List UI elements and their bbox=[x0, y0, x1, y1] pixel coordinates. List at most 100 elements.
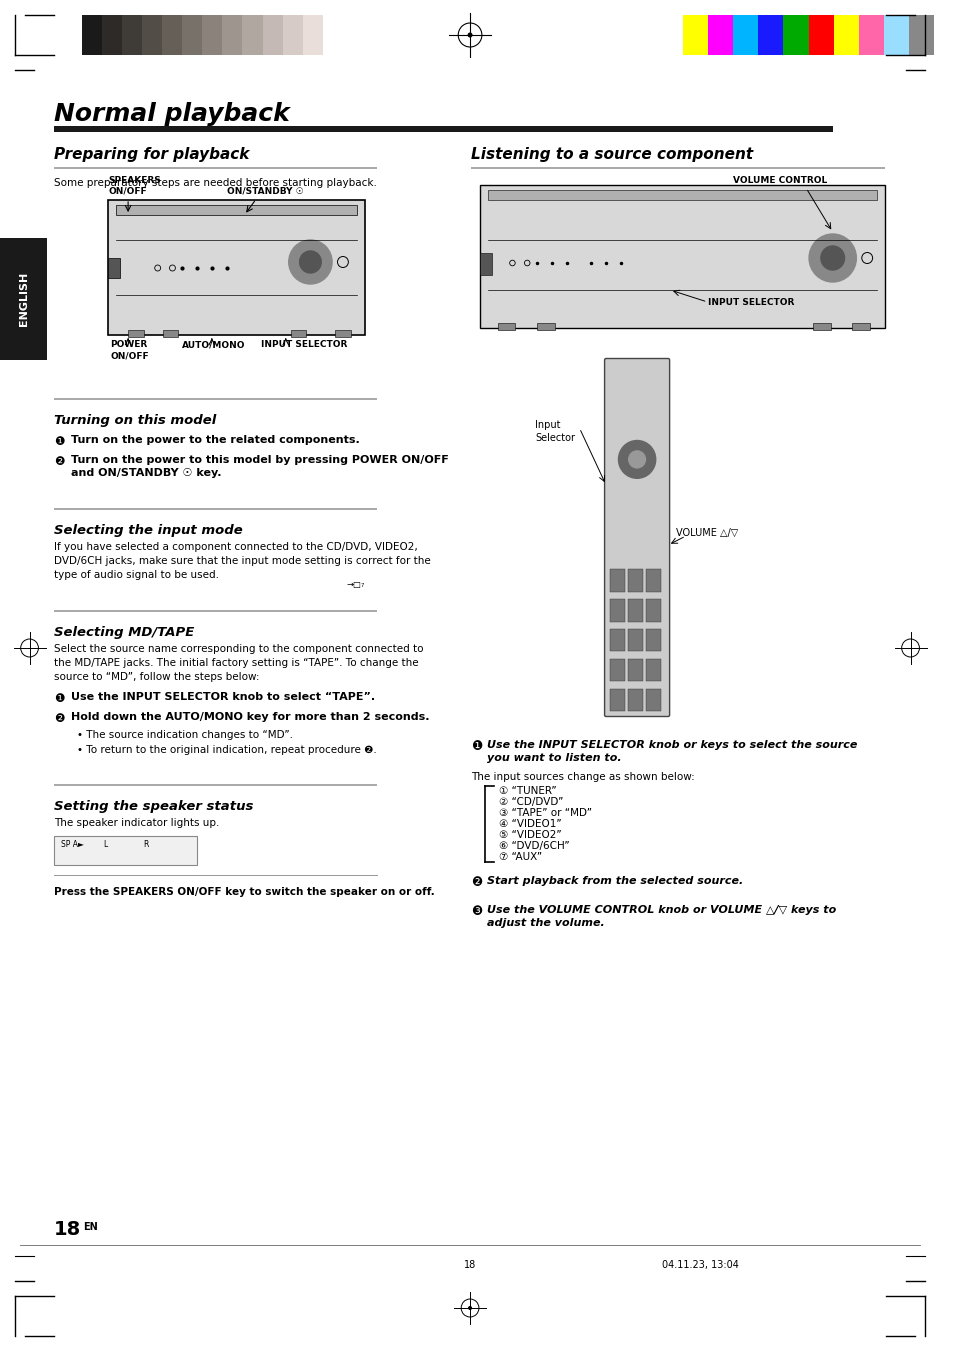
Bar bbox=[122, 15, 142, 55]
Bar bbox=[102, 15, 122, 55]
Bar bbox=[54, 166, 377, 169]
Bar bbox=[627, 659, 642, 681]
Text: ❶: ❶ bbox=[54, 692, 65, 705]
Text: INPUT SELECTOR: INPUT SELECTOR bbox=[707, 299, 793, 307]
Bar bbox=[162, 15, 182, 55]
Bar bbox=[609, 630, 624, 651]
Text: →□₇: →□₇ bbox=[347, 580, 365, 589]
Bar bbox=[262, 15, 282, 55]
Text: ⑤ “VIDEO2”: ⑤ “VIDEO2” bbox=[498, 830, 560, 840]
Bar bbox=[497, 323, 515, 330]
Circle shape bbox=[289, 240, 332, 284]
Text: Some preparatory steps are needed before starting playback.: Some preparatory steps are needed before… bbox=[54, 178, 376, 188]
Bar bbox=[54, 397, 377, 400]
Bar bbox=[479, 253, 491, 276]
Text: Normal playback: Normal playback bbox=[54, 101, 290, 126]
Bar bbox=[808, 15, 833, 55]
Bar bbox=[82, 15, 102, 55]
Bar bbox=[54, 126, 832, 132]
Text: ON/STANDBY ☉: ON/STANDBY ☉ bbox=[227, 186, 303, 196]
Bar bbox=[537, 323, 555, 330]
Text: POWER
ON/OFF: POWER ON/OFF bbox=[111, 340, 149, 361]
Text: ❸: ❸ bbox=[471, 905, 482, 917]
Bar bbox=[852, 323, 869, 330]
Bar bbox=[335, 330, 351, 336]
Text: Setting the speaker status: Setting the speaker status bbox=[54, 800, 253, 813]
Text: ① “TUNER”: ① “TUNER” bbox=[498, 786, 556, 797]
Bar bbox=[242, 15, 262, 55]
Bar bbox=[116, 205, 356, 215]
Text: VOLUME CONTROL: VOLUME CONTROL bbox=[733, 176, 827, 185]
Text: • To return to the original indication, repeat procedure ❷.: • To return to the original indication, … bbox=[77, 744, 376, 755]
Bar bbox=[471, 166, 884, 169]
Bar bbox=[202, 15, 222, 55]
Text: ❷: ❷ bbox=[54, 455, 65, 467]
Bar bbox=[908, 15, 933, 55]
Circle shape bbox=[628, 451, 645, 467]
Bar bbox=[858, 15, 883, 55]
Bar bbox=[609, 600, 624, 621]
Text: ⑦ “AUX”: ⑦ “AUX” bbox=[498, 851, 541, 862]
Text: ❶: ❶ bbox=[471, 740, 482, 753]
Bar bbox=[162, 330, 178, 336]
Text: • The source indication changes to “MD”.: • The source indication changes to “MD”. bbox=[77, 730, 293, 740]
Bar bbox=[54, 784, 377, 786]
Text: L: L bbox=[103, 840, 108, 848]
Text: ❶: ❶ bbox=[54, 435, 65, 449]
Text: EN: EN bbox=[83, 1223, 97, 1232]
Bar bbox=[645, 689, 660, 711]
Text: Selecting MD/TAPE: Selecting MD/TAPE bbox=[54, 626, 194, 639]
Bar bbox=[142, 15, 162, 55]
Bar bbox=[707, 15, 733, 55]
Text: Select the source name corresponding to the component connected to
the MD/TAPE j: Select the source name corresponding to … bbox=[54, 644, 423, 682]
Bar bbox=[609, 689, 624, 711]
Bar bbox=[222, 15, 242, 55]
Bar bbox=[627, 600, 642, 621]
Text: Press the SPEAKERS ON/OFF key to switch the speaker on or off.: Press the SPEAKERS ON/OFF key to switch … bbox=[54, 888, 435, 897]
Bar bbox=[733, 15, 758, 55]
Text: Preparing for playback: Preparing for playback bbox=[54, 147, 250, 162]
Bar bbox=[645, 569, 660, 592]
Bar bbox=[758, 15, 782, 55]
Text: ② “CD/DVD”: ② “CD/DVD” bbox=[498, 797, 562, 808]
Bar bbox=[291, 330, 306, 336]
Text: INPUT SELECTOR: INPUT SELECTOR bbox=[261, 340, 347, 349]
Text: 18: 18 bbox=[54, 1220, 81, 1239]
Bar bbox=[487, 190, 876, 200]
Text: Input
Selector: Input Selector bbox=[535, 420, 575, 443]
Text: ⑥ “DVD/6CH”: ⑥ “DVD/6CH” bbox=[498, 840, 569, 851]
Bar bbox=[627, 689, 642, 711]
Text: Start playback from the selected source.: Start playback from the selected source. bbox=[486, 875, 742, 886]
Bar bbox=[645, 600, 660, 621]
Text: ④ “VIDEO1”: ④ “VIDEO1” bbox=[498, 819, 560, 830]
Bar bbox=[833, 15, 858, 55]
Text: ❷: ❷ bbox=[471, 875, 482, 889]
Text: VOLUME △/▽: VOLUME △/▽ bbox=[676, 528, 738, 538]
Text: Turn on the power to this model by pressing POWER ON/OFF
and ON/STANDBY ☉ key.: Turn on the power to this model by press… bbox=[71, 455, 448, 478]
Bar bbox=[0, 238, 48, 359]
Text: Use the INPUT SELECTOR knob to select “TAPE”.: Use the INPUT SELECTOR knob to select “T… bbox=[71, 692, 375, 703]
Text: Use the INPUT SELECTOR knob or keys to select the source
you want to listen to.: Use the INPUT SELECTOR knob or keys to s… bbox=[486, 740, 857, 763]
Circle shape bbox=[468, 34, 472, 36]
Text: SPEAKERS
ON/OFF: SPEAKERS ON/OFF bbox=[109, 176, 161, 196]
Text: SP A►: SP A► bbox=[61, 840, 84, 848]
Bar bbox=[302, 15, 322, 55]
Text: ENGLISH: ENGLISH bbox=[19, 272, 29, 326]
Circle shape bbox=[820, 246, 843, 270]
Bar bbox=[109, 200, 364, 335]
Bar bbox=[682, 15, 707, 55]
Text: 04.11.23, 13:04: 04.11.23, 13:04 bbox=[661, 1260, 739, 1270]
Bar bbox=[128, 330, 144, 336]
Bar bbox=[54, 836, 197, 865]
Text: The speaker indicator lights up.: The speaker indicator lights up. bbox=[54, 817, 219, 828]
Bar bbox=[645, 659, 660, 681]
Bar bbox=[627, 569, 642, 592]
Text: 18: 18 bbox=[463, 1260, 476, 1270]
Bar bbox=[479, 185, 884, 328]
FancyBboxPatch shape bbox=[604, 358, 669, 716]
Bar bbox=[54, 508, 377, 509]
Bar bbox=[645, 630, 660, 651]
Text: Selecting the input mode: Selecting the input mode bbox=[54, 524, 243, 536]
Text: Turn on the power to the related components.: Turn on the power to the related compone… bbox=[71, 435, 359, 444]
Circle shape bbox=[618, 440, 655, 478]
